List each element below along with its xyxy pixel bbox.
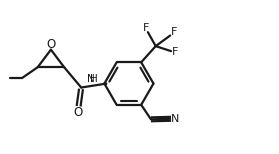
Text: F: F bbox=[143, 23, 150, 33]
Text: F: F bbox=[171, 27, 177, 37]
Text: O: O bbox=[46, 38, 56, 51]
Text: F: F bbox=[172, 47, 178, 57]
Text: O: O bbox=[73, 106, 83, 119]
Text: H: H bbox=[90, 74, 98, 84]
Text: N: N bbox=[86, 74, 94, 84]
Text: N: N bbox=[171, 114, 180, 124]
